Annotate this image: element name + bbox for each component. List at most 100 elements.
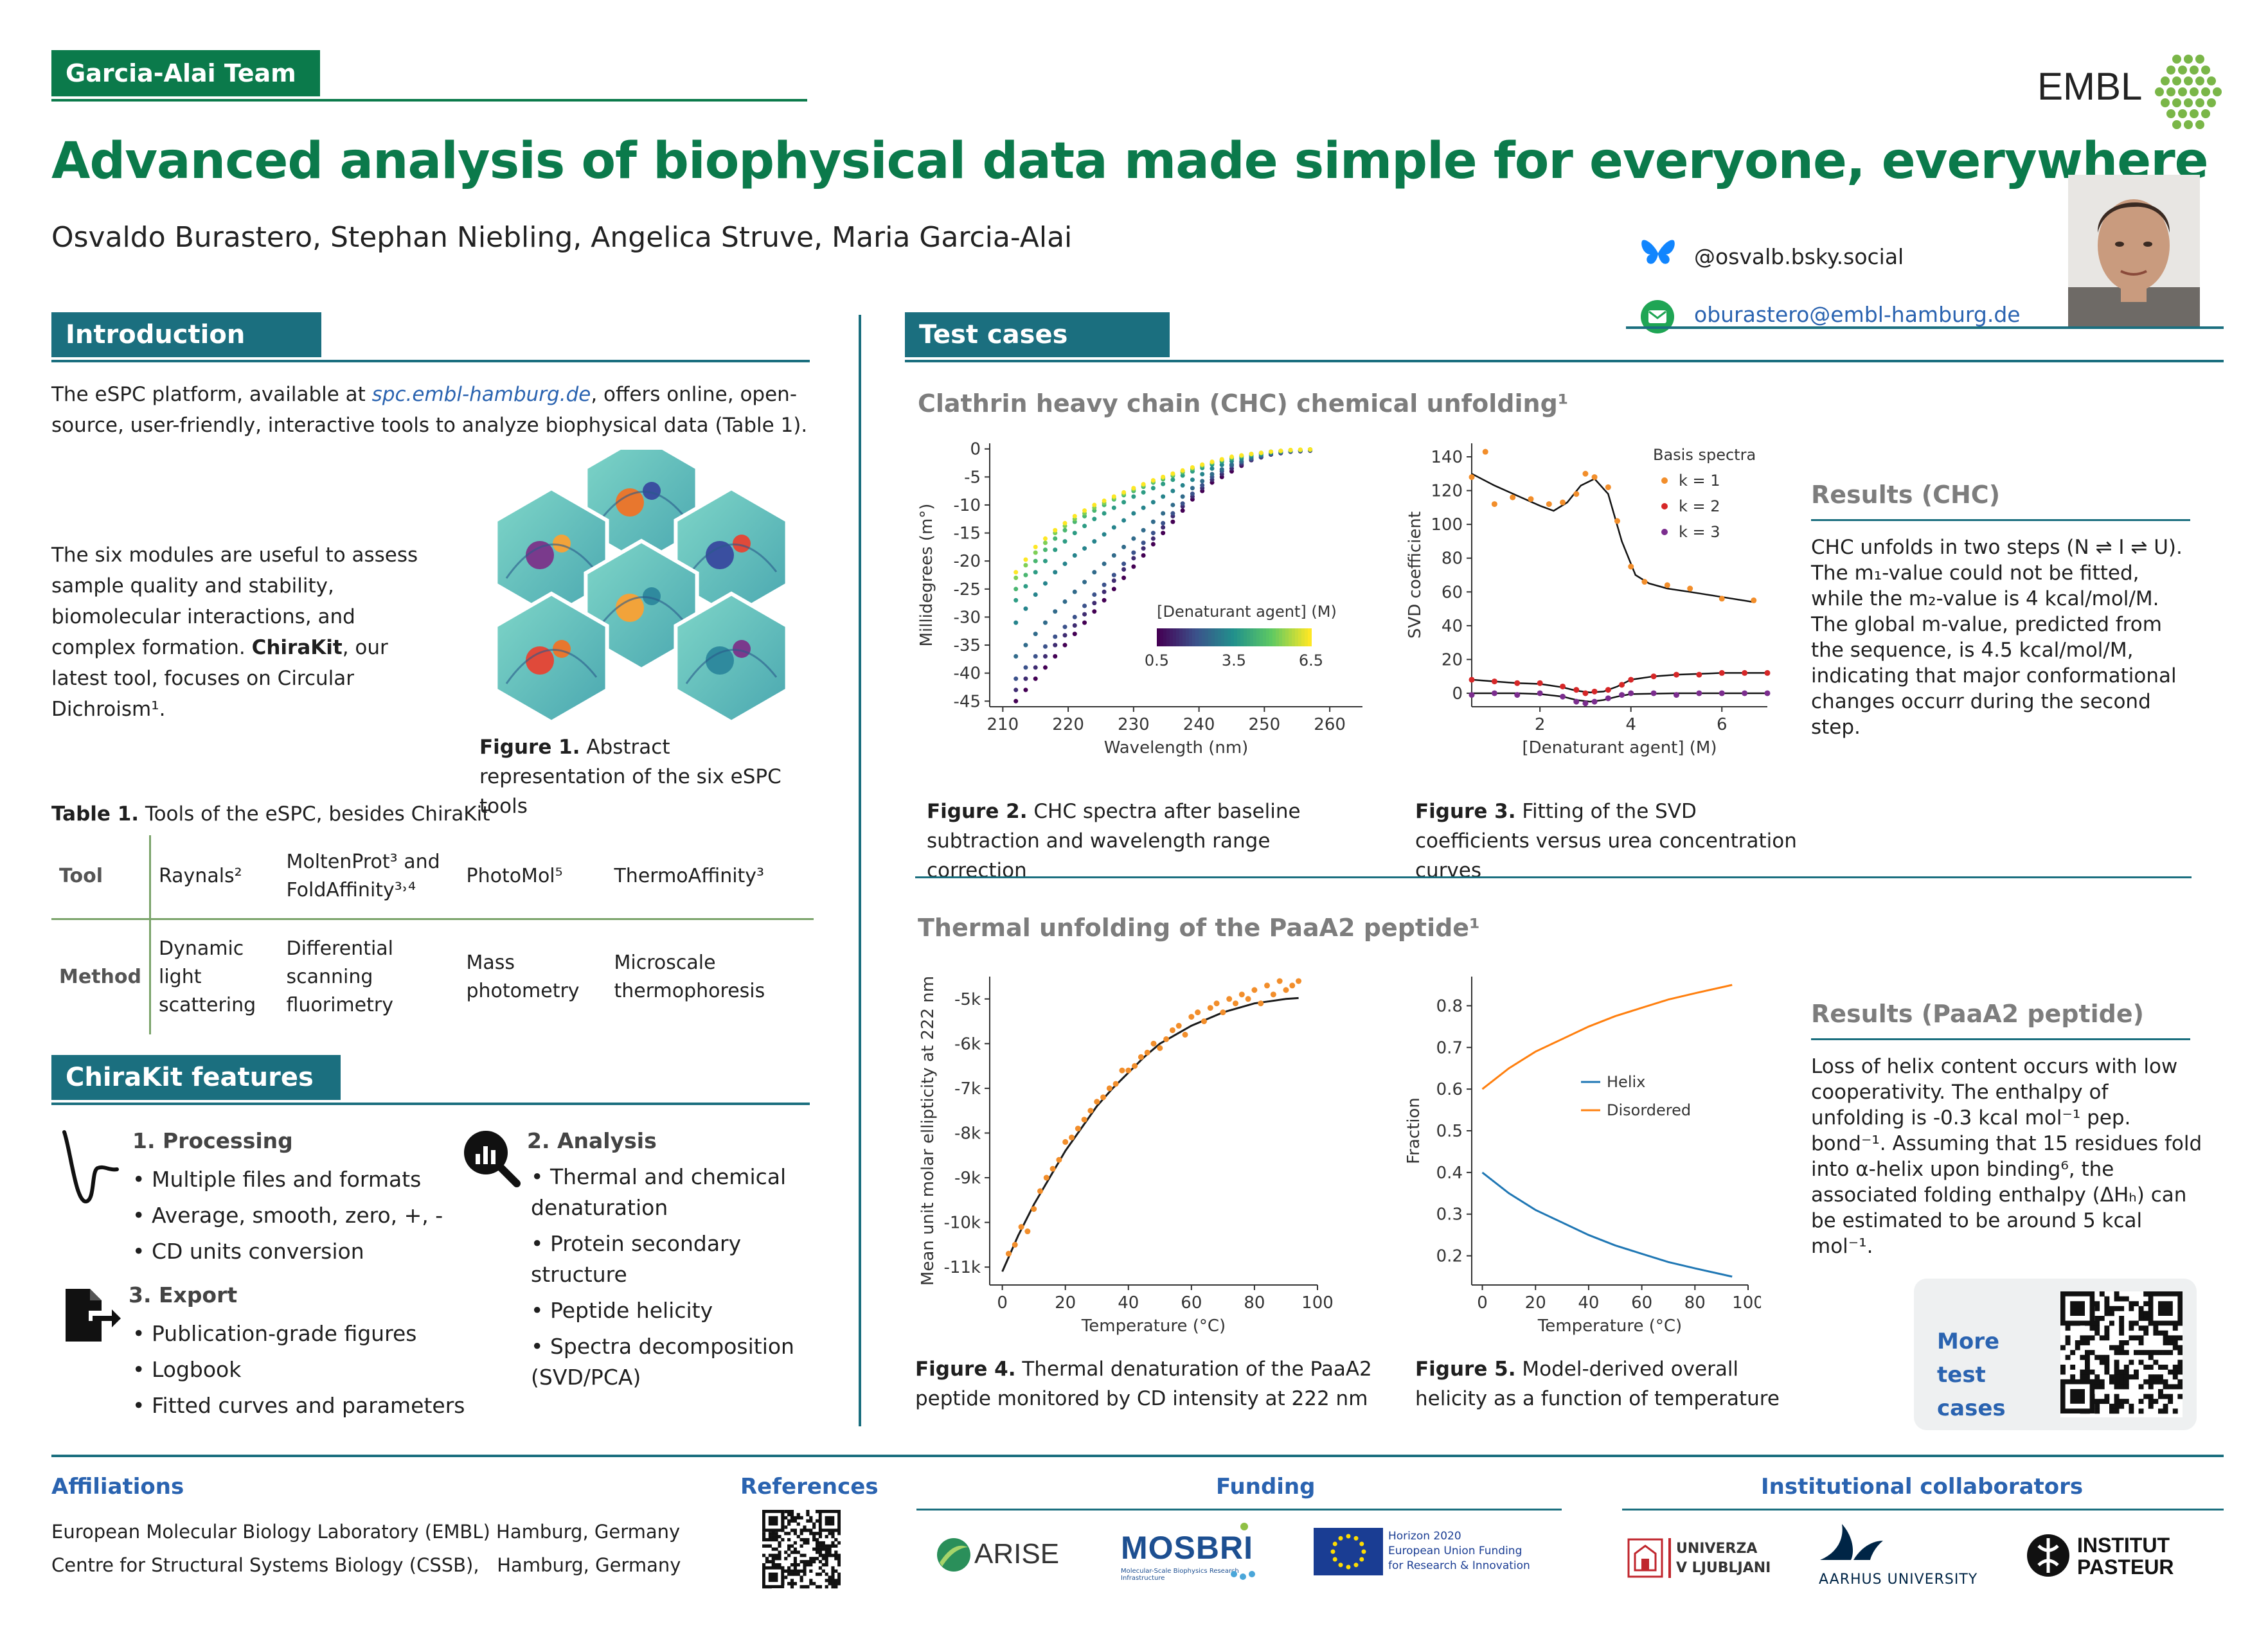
data-point — [1138, 1054, 1144, 1060]
introduction-heading: Introduction — [51, 312, 321, 357]
data-point — [1033, 558, 1038, 563]
table-cell: PhotoMol⁵ — [466, 865, 563, 888]
data-point — [1764, 690, 1771, 696]
data-point — [1180, 494, 1185, 499]
data-point — [1219, 463, 1224, 468]
data-point — [1094, 1099, 1100, 1105]
data-point — [1628, 677, 1634, 683]
footer-rule — [51, 1455, 2224, 1457]
intro-paragraph-2: The six modules are useful to assess sam… — [51, 544, 418, 721]
figure-2-caption: Figure 2. CHC spectra after baseline sub… — [927, 800, 1301, 882]
legend-marker — [1661, 477, 1668, 484]
references-qr-code[interactable] — [762, 1510, 841, 1590]
data-point — [1258, 1000, 1264, 1007]
figure-5-caption: Figure 5. Model-derived overall helicity… — [1415, 1358, 1780, 1410]
test-cases-heading: Test cases — [905, 312, 1170, 357]
data-point — [1102, 532, 1107, 537]
y-tick-label: 40 — [1442, 617, 1463, 636]
data-point — [1092, 539, 1097, 544]
data-point — [1175, 1023, 1182, 1029]
embl-logo-icon — [2155, 55, 2222, 129]
data-point — [1119, 1067, 1125, 1074]
data-point — [1514, 680, 1521, 686]
data-point — [1053, 547, 1058, 553]
data-point — [1200, 472, 1205, 477]
colorbar-segment — [1224, 628, 1228, 646]
list-item: • Fitted curves and parameters — [132, 1393, 465, 1418]
colorbar-segment — [1228, 628, 1231, 646]
more-cases-qr-code[interactable] — [2060, 1291, 2183, 1417]
data-point — [1072, 531, 1077, 536]
more-test-cases-box[interactable]: More test cases — [1914, 1279, 2197, 1430]
legend-label: k = 3 — [1679, 523, 1720, 541]
data-point — [1278, 448, 1283, 454]
test-cases-rule — [905, 360, 2224, 362]
table-cell: Microscale thermophoresis — [614, 951, 765, 1002]
data-point — [1560, 499, 1566, 506]
list-item: • Protein secondary structure — [531, 1231, 742, 1287]
data-point — [1042, 644, 1048, 649]
data-point — [1161, 481, 1166, 486]
results-paa-rule — [1811, 1038, 2190, 1040]
processing-title: 1. Processing — [132, 1128, 293, 1153]
data-point — [1190, 486, 1195, 491]
data-point — [1023, 642, 1028, 648]
results-paa-title: Results (PaaA2 peptide) — [1811, 1000, 2145, 1028]
email-link[interactable]: oburastero@embl-hamburg.de — [1694, 302, 2021, 327]
data-point — [1062, 1138, 1069, 1145]
y-tick-label: 0.8 — [1436, 997, 1463, 1016]
data-point — [1180, 501, 1185, 506]
list-item: • Average, smooth, zero, +, - — [132, 1203, 443, 1228]
data-point — [1219, 467, 1224, 472]
espc-link[interactable]: spc.embl-hamburg.de — [371, 383, 591, 406]
data-point — [1201, 1018, 1207, 1025]
x-tick-label: 80 — [1244, 1293, 1265, 1313]
data-point — [1087, 1108, 1094, 1114]
x-tick-label: 240 — [1183, 715, 1215, 734]
data-point — [1182, 1031, 1188, 1038]
data-point — [1082, 524, 1087, 529]
x-axis-label: Wavelength (nm) — [1104, 738, 1249, 757]
data-point — [1150, 536, 1156, 541]
colorbar-segment — [1266, 628, 1270, 646]
protein-blob — [616, 488, 644, 517]
funding-title: Funding — [1216, 1474, 1316, 1500]
protein-blob — [643, 587, 661, 605]
data-point — [1491, 501, 1497, 508]
data-point — [1200, 483, 1205, 488]
curve-line — [595, 490, 688, 526]
collaborators-rule — [1622, 1509, 2224, 1511]
colorbar-segment — [1279, 628, 1283, 646]
data-point — [1111, 587, 1116, 592]
table-cell: Dynamic light scattering — [158, 937, 256, 1016]
table-cell: Mass photometry — [466, 951, 580, 1002]
data-point — [1072, 623, 1077, 628]
data-point — [1141, 527, 1146, 533]
colorbar-label: [Denaturant agent] (M) — [1157, 603, 1337, 621]
bluesky-handle[interactable]: @osvalb.bsky.social — [1694, 244, 1904, 269]
authors: Osvaldo Burastero, Stephan Niebling, Ang… — [51, 221, 1073, 254]
data-point — [1131, 556, 1136, 561]
data-point — [1270, 991, 1276, 998]
data-point — [1161, 520, 1166, 526]
more-test-cases-label[interactable]: More test cases — [1937, 1329, 2006, 1421]
data-point — [1150, 519, 1156, 524]
data-point — [1573, 491, 1580, 497]
intro-paragraph-1: The eSPC platform, available at spc.embl… — [51, 383, 808, 437]
y-tick-label: 140 — [1431, 448, 1463, 467]
aarhus-logo-icon — [1820, 1524, 1883, 1560]
colorbar-segment — [1234, 628, 1238, 646]
curve-line — [505, 543, 598, 579]
eu-flag-icon — [1314, 1528, 1383, 1575]
data-point — [1605, 695, 1611, 702]
y-tick-label: -5k — [954, 990, 981, 1009]
data-point — [1031, 1206, 1037, 1212]
data-point — [1150, 486, 1156, 491]
magnifier-chart-icon — [464, 1131, 521, 1187]
data-point — [1131, 536, 1136, 541]
table-cell: Raynals² — [158, 865, 242, 888]
mosbri-logo-subtitle: Molecular-Scale Biophysics Research Infr… — [1121, 1568, 1239, 1582]
colorbar-segment — [1256, 628, 1260, 646]
data-point — [1180, 468, 1185, 473]
list-item: • Publication-grade figures — [132, 1321, 417, 1346]
